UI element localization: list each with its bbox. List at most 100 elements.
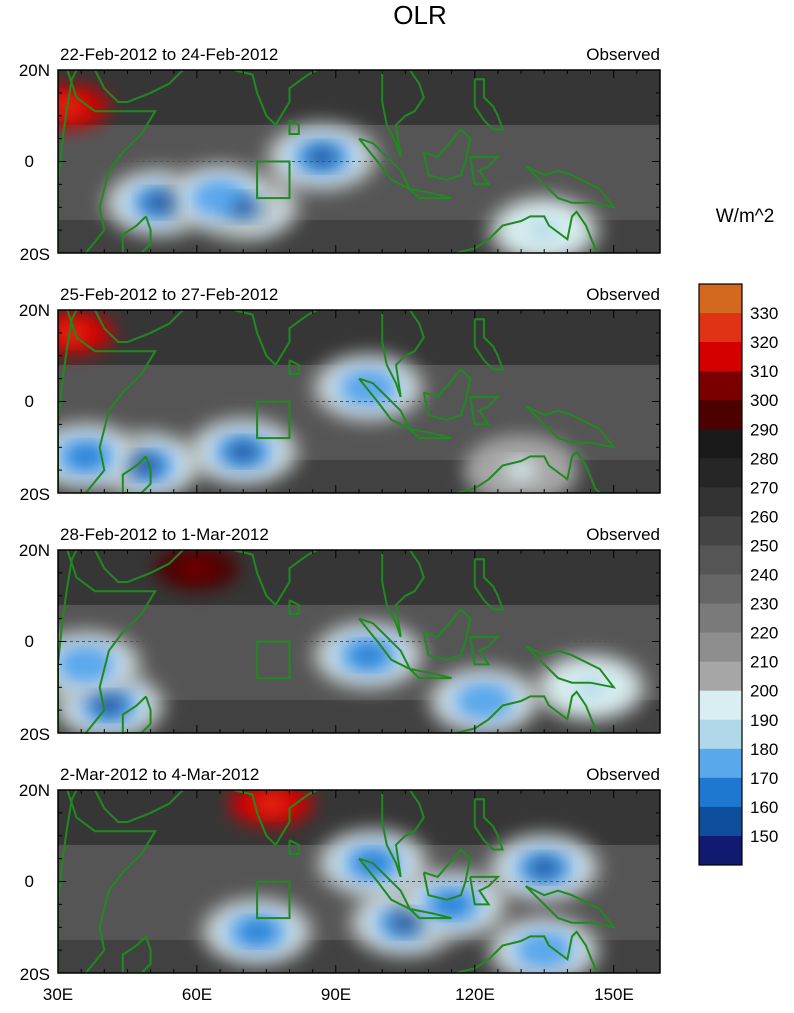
- coastline: [473, 558, 505, 611]
- panel-2-field: [58, 310, 660, 493]
- olr-feature-1: [227, 441, 260, 462]
- colorbar-label-320: 320: [750, 333, 778, 352]
- colorbar-label-220: 220: [750, 624, 778, 643]
- olr-feature-4: [468, 691, 500, 711]
- colorbar-label-280: 280: [750, 449, 778, 468]
- olr-feature-2: [69, 654, 102, 675]
- olr-feature-4: [204, 188, 237, 209]
- colorbar-label-300: 300: [750, 391, 778, 410]
- panel-1-right-title: Observed: [586, 45, 660, 64]
- panel-1-ytick-20s: 20S: [20, 245, 50, 264]
- colorbar-label-310: 310: [750, 362, 778, 381]
- coastline: [66, 310, 157, 493]
- coastline: [473, 78, 505, 131]
- coastline: [358, 137, 413, 192]
- coastline: [94, 790, 184, 823]
- panel-3: 28-Feb-2012 to 1-Mar-2012 Observed: [60, 525, 660, 544]
- colorbar-label-150: 150: [750, 827, 778, 846]
- coastline: [381, 550, 425, 638]
- coastline: [233, 790, 318, 847]
- olr-feature-1: [92, 695, 125, 716]
- colorbar-swatch-1: [699, 313, 742, 343]
- coastline: [288, 599, 300, 615]
- colorbar-swatch-10: [699, 574, 742, 604]
- panel-2-left-title: 25-Feb-2012 to 27-Feb-2012: [60, 285, 278, 304]
- coastline: [455, 690, 601, 733]
- coastline: [455, 450, 601, 493]
- coastline: [455, 930, 601, 973]
- olr-feature-6: [58, 322, 88, 343]
- panel-1: 22-Feb-2012 to 24-Feb-2012 Observed: [60, 45, 660, 64]
- colorbar-swatch-12: [699, 632, 742, 663]
- coastline: [469, 635, 501, 666]
- coastline: [233, 310, 318, 367]
- colorbar-label-160: 160: [750, 798, 778, 817]
- colorbar-label-170: 170: [750, 769, 778, 788]
- panel-2-ytick-20s: 20S: [20, 485, 50, 504]
- colorbar-swatch-14: [699, 690, 742, 721]
- region-box: [256, 640, 291, 680]
- olr-feature-4: [352, 377, 385, 398]
- coastline: [473, 318, 505, 371]
- colorbar-label-250: 250: [750, 537, 778, 556]
- xtick-90e: 90E: [321, 985, 351, 1004]
- colorbar-label-180: 180: [750, 740, 778, 759]
- coastline: [469, 395, 501, 426]
- coastline: [473, 798, 505, 851]
- olr-feature-5: [528, 220, 561, 241]
- coastline: [58, 790, 78, 973]
- panel-3-ytick-20n: 20N: [19, 541, 50, 560]
- colorbar-label-260: 260: [750, 507, 778, 526]
- panel-2-right-title: Observed: [586, 285, 660, 304]
- coastline: [66, 790, 157, 973]
- colorbar-label-200: 200: [750, 682, 778, 701]
- colorbar-swatch-17: [699, 777, 742, 808]
- coastline: [524, 645, 617, 689]
- olr-feature-1: [389, 912, 422, 933]
- colorbar-swatch-9: [699, 545, 742, 575]
- figure-title: OLR: [393, 0, 446, 30]
- coastline: [288, 359, 300, 375]
- coastline: [469, 875, 501, 906]
- coastline: [455, 210, 601, 253]
- coastline: [58, 70, 78, 253]
- coastline: [524, 165, 617, 209]
- coastline: [94, 310, 184, 343]
- colorbar-swatch-19: [699, 835, 742, 866]
- xtick-60e: 60E: [182, 985, 212, 1004]
- colorbar-swatch-5: [699, 429, 742, 459]
- panel-4-ytick-20n: 20N: [19, 781, 50, 800]
- coastline: [121, 935, 152, 973]
- colorbar-swatch-6: [699, 458, 742, 488]
- colorbar-unit-label: W/m^2: [716, 206, 775, 227]
- panel-3-field: [58, 550, 660, 733]
- olr-feature-1: [306, 146, 338, 167]
- coastline: [94, 70, 184, 103]
- coastline: [288, 119, 300, 135]
- panel-3-ytick-20s: 20S: [20, 725, 50, 744]
- colorbar-label-290: 290: [750, 420, 778, 439]
- colorbar-swatch-0: [699, 284, 742, 314]
- olr-feature-3: [143, 192, 176, 213]
- coastline: [58, 310, 78, 493]
- colorbar-swatch-2: [699, 342, 742, 372]
- olr-feature-5: [241, 921, 274, 942]
- olr-feature-3: [69, 446, 102, 467]
- colorbar-label-190: 190: [750, 711, 778, 730]
- panel-3-ytick-0: 0: [25, 632, 34, 651]
- coastline: [422, 128, 472, 181]
- coastline: [233, 70, 318, 127]
- panel-4-frame: 20N 0 20S 30E 60E 90E 120E 150E: [19, 781, 661, 1004]
- panel-1-left-title: 22-Feb-2012 to 24-Feb-2012: [60, 45, 278, 64]
- coastline: [422, 608, 472, 661]
- panel-3-right-title: Observed: [586, 525, 660, 544]
- panel-1-field: [58, 70, 660, 253]
- coastline: [121, 215, 152, 253]
- olr-feature-5: [505, 460, 538, 481]
- panel-3-frame: 20N 0 20S: [19, 541, 661, 744]
- coastline: [66, 550, 157, 733]
- coastline: [422, 368, 472, 421]
- olr-feature-3: [352, 645, 385, 666]
- region-box: [256, 880, 291, 920]
- panel-4-left-title: 2-Mar-2012 to 4-Mar-2012: [60, 765, 259, 784]
